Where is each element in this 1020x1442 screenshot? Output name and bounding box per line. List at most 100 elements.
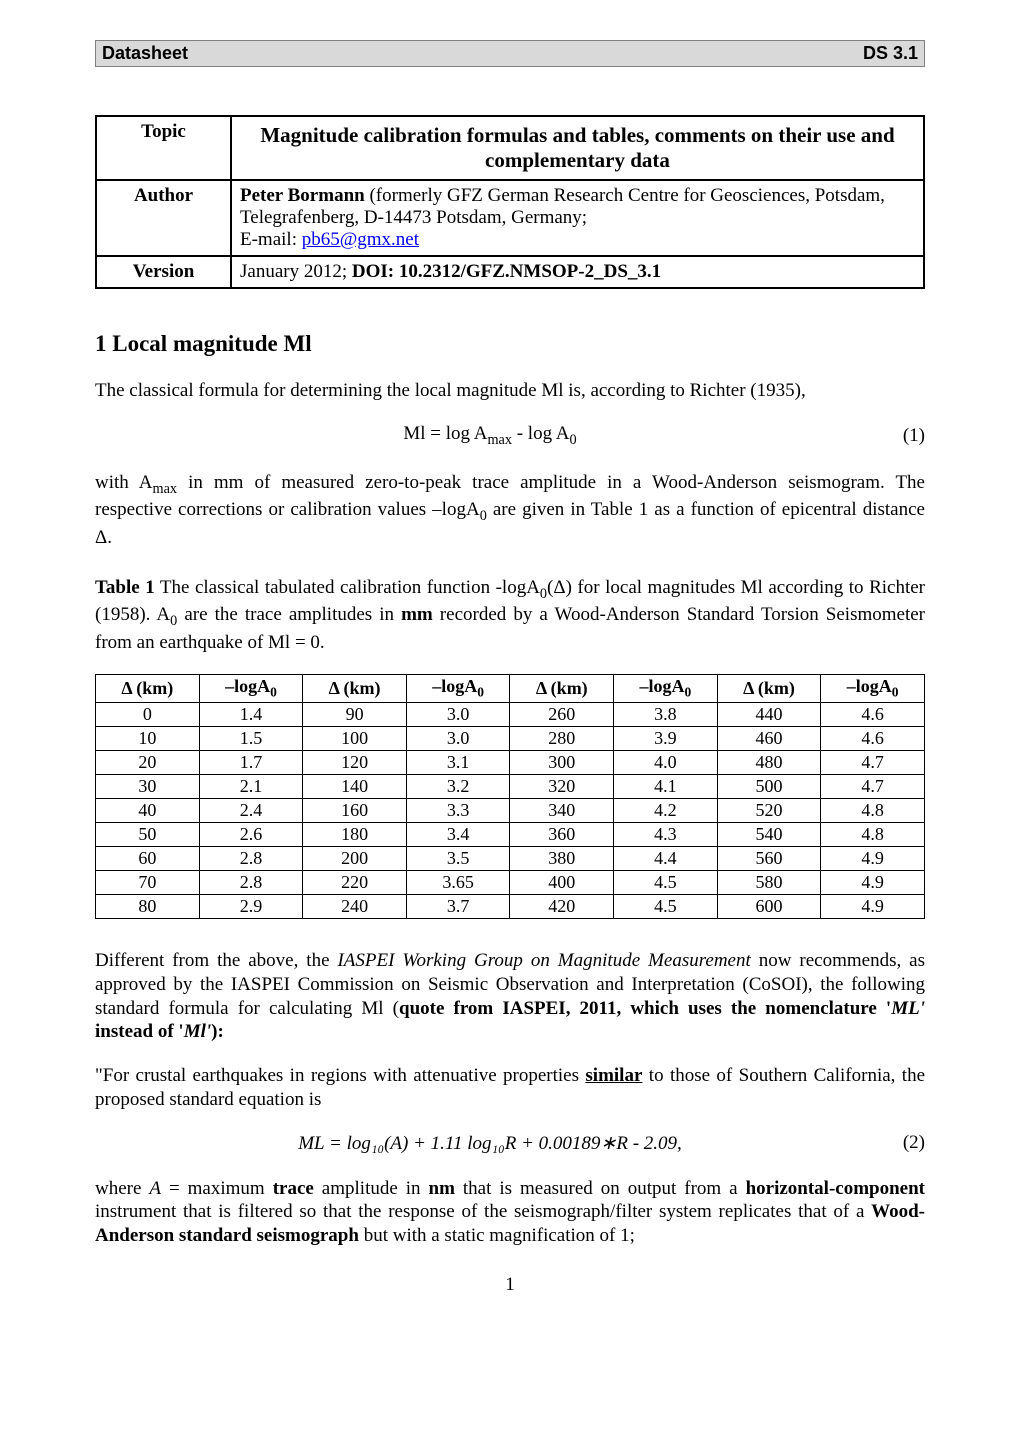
paragraph-5: where A = maximum trace amplitude in nm … [95, 1177, 925, 1248]
table-cell: 280 [510, 727, 614, 751]
table-cell: 1.5 [199, 727, 303, 751]
table-cell: 160 [303, 799, 407, 823]
eq1-text: Ml = log Amax - log A0 [95, 423, 885, 449]
table-cell: 3.1 [406, 751, 510, 775]
col-delta: Δ (km) [717, 675, 821, 703]
p3-ib1: ML' [891, 998, 925, 1019]
hl: –logA [640, 676, 685, 696]
table-cell: 2.8 [199, 871, 303, 895]
p5-bold2: nm [429, 1178, 455, 1199]
col-log: –logA0 [199, 675, 303, 703]
col-log: –logA0 [614, 675, 718, 703]
table-cell: 10 [96, 727, 200, 751]
table-row: 602.82003.53804.45604.9 [96, 847, 925, 871]
table-body: 01.4903.02603.84404.6101.51003.02803.946… [96, 703, 925, 919]
table-head: Δ (km) –logA0 Δ (km) –logA0 Δ (km) –logA… [96, 675, 925, 703]
p3-b2: instead of ' [95, 1021, 184, 1042]
table-row: 101.51003.02803.94604.6 [96, 727, 925, 751]
topic-value: Magnitude calibration formulas and table… [231, 116, 924, 180]
table-cell: 3.7 [406, 895, 510, 919]
table-row: 402.41603.33404.25204.8 [96, 799, 925, 823]
table-cell: 600 [717, 895, 821, 919]
table-cell: 220 [303, 871, 407, 895]
table-cell: 50 [96, 823, 200, 847]
p2-sub-0: 0 [480, 508, 487, 524]
hls: 0 [685, 685, 692, 700]
table-cell: 3.5 [406, 847, 510, 871]
page: Datasheet DS 3.1 Topic Magnitude calibra… [0, 0, 1020, 1326]
table-cell: 30 [96, 775, 200, 799]
table-cell: 3.2 [406, 775, 510, 799]
p3-a: Different from the above, the [95, 950, 337, 971]
table-cell: 400 [510, 871, 614, 895]
table-cell: 2.1 [199, 775, 303, 799]
table-cell: 3.3 [406, 799, 510, 823]
table-cell: 80 [96, 895, 200, 919]
equation-2: ML = log₁₀(A) + 1.11 log₁₀R + 0.00189∗R … [95, 1132, 925, 1155]
version-pre: January 2012; [240, 261, 352, 282]
table-cell: 100 [303, 727, 407, 751]
table-cell: 4.5 [614, 895, 718, 919]
table-cell: 4.5 [614, 871, 718, 895]
table-cell: 540 [717, 823, 821, 847]
eq2-text: ML = log₁₀(A) + 1.11 log₁₀R + 0.00189∗R … [95, 1132, 885, 1155]
section-heading: 1 Local magnitude Ml [95, 331, 925, 357]
p3-i1: IASPEI Working Group on Magnitude Measur… [337, 950, 750, 971]
p5-c: amplitude in [314, 1178, 429, 1199]
table-cell: 2.9 [199, 895, 303, 919]
table-cell: 460 [717, 727, 821, 751]
table-cell: 440 [717, 703, 821, 727]
table-cell: 140 [303, 775, 407, 799]
table-cell: 340 [510, 799, 614, 823]
hl: –logA [432, 676, 477, 696]
table-cell: 1.4 [199, 703, 303, 727]
col-delta: Δ (km) [96, 675, 200, 703]
eq1-pre: Ml = log A [403, 423, 487, 444]
table-cell: 360 [510, 823, 614, 847]
author-name: Peter Bormann [240, 185, 365, 206]
p5-bold1: trace [273, 1178, 314, 1199]
author-label: Author [96, 180, 231, 256]
table-row: Δ (km) –logA0 Δ (km) –logA0 Δ (km) –logA… [96, 675, 925, 703]
header-bar: Datasheet DS 3.1 [95, 40, 925, 67]
table-cell: 4.7 [821, 775, 925, 799]
page-number: 1 [95, 1274, 925, 1296]
eq1-number: (1) [885, 425, 925, 447]
table-cell: 3.65 [406, 871, 510, 895]
paragraph-4: "For crustal earthquakes in regions with… [95, 1064, 925, 1112]
table1-caption: Table 1 The classical tabulated calibrat… [95, 576, 925, 655]
table-cell: 2.4 [199, 799, 303, 823]
p2-a: with A [95, 472, 152, 493]
data-table-1: Δ (km) –logA0 Δ (km) –logA0 Δ (km) –logA… [95, 674, 925, 919]
hl: –logA [847, 676, 892, 696]
bar-left: Datasheet [102, 43, 188, 64]
table-cell: 380 [510, 847, 614, 871]
table-cell: 4.8 [821, 823, 925, 847]
table-cell: 20 [96, 751, 200, 775]
p3-b1: quote from IASPEI, 2011, which uses the … [399, 998, 891, 1019]
p5-a: where [95, 1178, 149, 1199]
table-cell: 40 [96, 799, 200, 823]
table-cell: 3.0 [406, 727, 510, 751]
table-cell: 520 [717, 799, 821, 823]
hl: –logA [225, 676, 270, 696]
meta-table: Topic Magnitude calibration formulas and… [95, 115, 925, 289]
table-cell: 560 [717, 847, 821, 871]
p5-d: that is measured on output from a [455, 1178, 746, 1199]
table-cell: 4.7 [821, 751, 925, 775]
table-cell: 580 [717, 871, 821, 895]
table-row: 302.11403.23204.15004.7 [96, 775, 925, 799]
author-email-link[interactable]: pb65@gmx.net [302, 229, 419, 250]
table-row: Topic Magnitude calibration formulas and… [96, 116, 924, 180]
email-pre: E-mail: [240, 229, 302, 250]
table-cell: 70 [96, 871, 200, 895]
table-cell: 120 [303, 751, 407, 775]
version-label: Version [96, 256, 231, 288]
p3-ib2: Ml' [184, 1021, 211, 1042]
p4-u: similar [585, 1065, 642, 1086]
p5-bold3: horizontal-component [746, 1178, 925, 1199]
p4-a: "For crustal earthquakes in regions with… [95, 1065, 585, 1086]
table-row: 01.4903.02603.84404.6 [96, 703, 925, 727]
table-cell: 4.8 [821, 799, 925, 823]
table-row: 201.71203.13004.04804.7 [96, 751, 925, 775]
